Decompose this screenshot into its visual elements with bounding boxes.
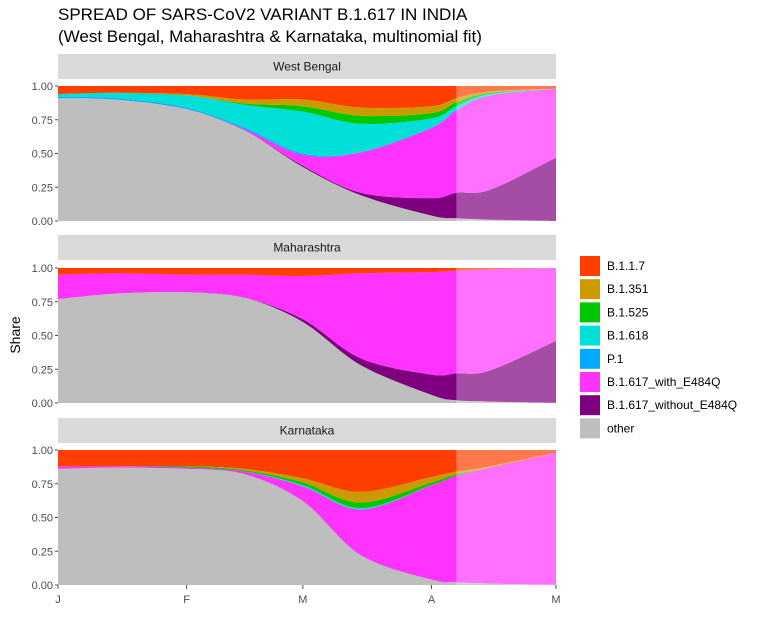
y-tick-label-west-bengal: 0.25 [32,182,53,194]
area-west-bengal-b-1-617-with-e484q [58,88,556,199]
y-tick-label-maharashtra: 0.25 [32,364,53,376]
y-tick-label-maharashtra: 0.50 [32,331,53,343]
x-tick-label: F [183,594,190,606]
legend-label-b-1-351: B.1.351 [607,282,649,296]
facet-strip-west-bengal [58,54,556,79]
legend-swatch-b-1-351 [580,279,600,300]
area-west-bengal-b-1-618 [58,88,556,157]
area-karnataka-b-1-1-7 [58,450,556,492]
legend-label-b-1-1-7: B.1.1.7 [607,259,645,273]
area-maharashtra-b-1-1-7 [58,268,556,277]
legend-swatch-b-1-1-7 [580,256,600,276]
area-maharashtra-b-1-617-without-e484q [58,292,556,403]
area-west-bengal-b-1-617-without-e484q [58,98,556,221]
y-tick-label-west-bengal: 0.50 [32,149,53,161]
legend-label-b-1-617-with-e484q: B.1.617_with_E484Q [607,375,720,389]
facet-strip-maharashtra [58,235,556,260]
area-maharashtra-other [58,292,556,403]
forecast-overlay-west-bengal [456,86,556,221]
y-tick-label-karnataka: 0.50 [32,513,53,525]
x-tick-label: A [428,594,436,606]
y-axis-title: Share [7,316,23,354]
legend-swatch-b-1-617-with-e484q [580,372,600,392]
y-tick-label-karnataka: 0.25 [32,546,53,558]
panel-maharashtra: Maharashtra 0.00 0.25 0.50 0.75 1.00 [32,235,556,410]
y-tick-label-karnataka: 0.00 [32,580,53,592]
legend-swatch-p-1 [580,348,600,369]
y-tick-label-karnataka: 0.75 [32,479,53,491]
y-tick-label-maharashtra: 1.00 [32,263,53,275]
facet-label-maharashtra: Maharashtra [273,241,341,255]
y-tick-label-karnataka: 1.00 [32,445,53,457]
chart-subtitle: (West Bengal, Maharashtra & Karnataka, m… [58,27,482,46]
legend-swatch-b-1-525 [580,302,600,323]
panel-west-bengal: West Bengal 0.00 0.25 0.50 0.75 1.00 [32,54,556,228]
area-karnataka-b-1-525 [58,452,556,509]
legend-swatch-b-1-618 [580,325,600,346]
area-west-bengal-b-1-525 [58,88,556,125]
y-tick-label-west-bengal: 0.75 [32,115,53,127]
area-west-bengal-b-1-351 [58,88,556,117]
legend-label-b-1-525: B.1.525 [607,305,649,319]
legend-swatch-b-1-617-without-e484q [580,395,600,416]
legend-label-b-1-618: B.1.618 [607,329,649,343]
x-tick-label: M [298,594,307,606]
panel-karnataka: Karnataka 0.00 0.25 0.50 0.75 1.00 [32,418,556,592]
area-west-bengal-b-1-1-7 [58,86,556,109]
chart-title: SPREAD OF SARS-CoV2 VARIANT B.1.617 IN I… [58,5,468,24]
legend-label-other: other [607,421,634,435]
legend-label-p-1: P.1 [607,352,624,366]
area-karnataka-other [58,467,556,585]
y-tick-label-maharashtra: 0.00 [32,398,53,410]
forecast-overlay-karnataka [456,450,556,585]
forecast-overlay-maharashtra [456,268,556,403]
area-west-bengal-other [58,98,556,221]
y-tick-label-maharashtra: 0.75 [32,297,53,309]
legend: B.1.1.7 B.1.351 B.1.525 B.1.618 P.1 B.1.617_w… [580,256,737,439]
facet-label-karnataka: Karnataka [280,424,335,438]
facet-label-west-bengal: West Bengal [273,60,341,74]
area-karnataka-b-1-617-with-e484q [58,452,556,585]
legend-label-b-1-617-without-e484q: B.1.617_without_E484Q [607,398,737,412]
x-tick-label: J [55,594,61,606]
y-tick-label-west-bengal: 1.00 [32,81,53,93]
y-tick-label-west-bengal: 0.00 [32,216,53,228]
area-maharashtra-b-1-617-with-e484q [58,268,556,376]
facet-strip-karnataka [58,418,556,443]
legend-swatch-other [580,418,600,439]
x-tick-label: M [551,594,560,606]
